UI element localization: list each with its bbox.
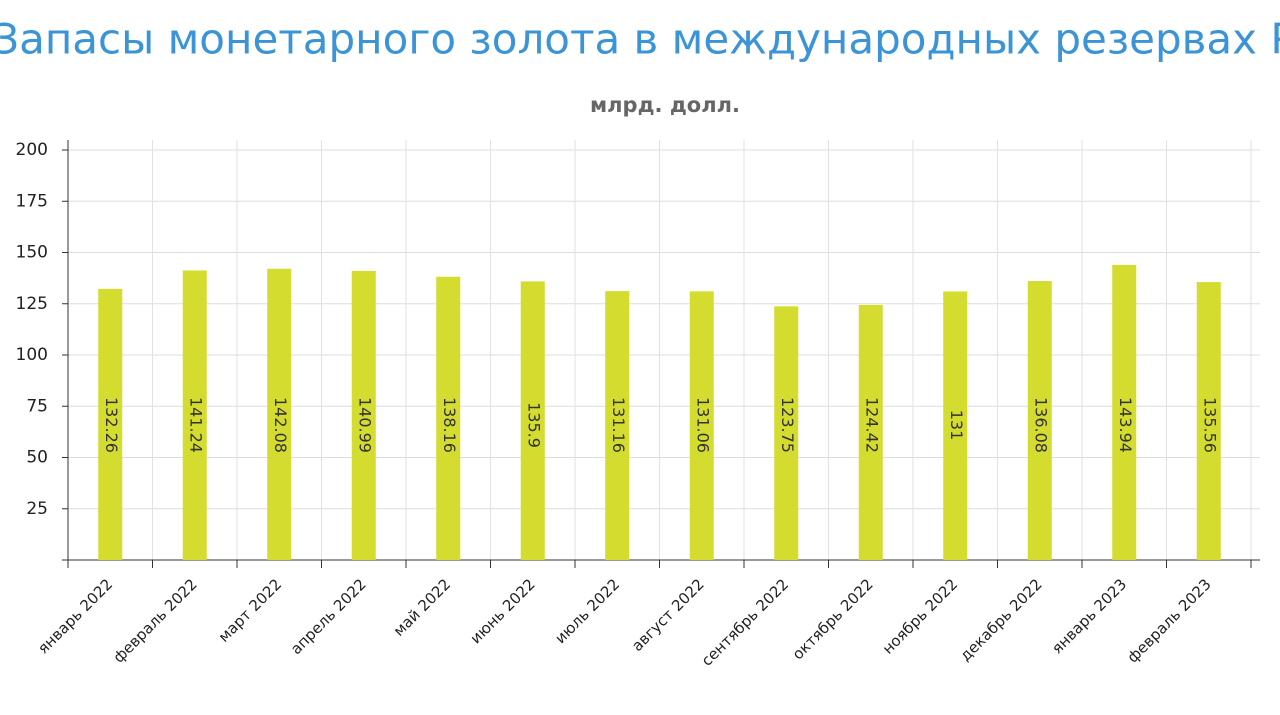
bar <box>774 306 799 560</box>
x-tick-label: декабрь 2022 <box>956 575 1045 664</box>
bar <box>689 291 714 560</box>
value-label: 143.94 <box>1116 397 1135 453</box>
value-label: 132.26 <box>102 397 121 453</box>
bar <box>520 281 545 560</box>
x-tick-label: январь 2022 <box>34 575 116 657</box>
bar <box>943 291 968 560</box>
x-tick-label: март 2022 <box>215 575 286 646</box>
x-tick-label: февраль 2022 <box>110 575 201 666</box>
y-tick-label: 75 <box>26 396 48 416</box>
y-tick-label: 25 <box>26 499 48 519</box>
bar <box>267 268 292 560</box>
y-tick-label: 50 <box>26 448 48 468</box>
value-label: 135.9 <box>524 402 543 448</box>
value-label: 136.08 <box>1031 397 1050 453</box>
bar <box>98 288 123 560</box>
y-tick-label: 125 <box>16 294 48 314</box>
value-label: 131 <box>947 410 966 441</box>
value-label: 131.06 <box>693 397 712 453</box>
y-tick-label: 200 <box>16 140 48 160</box>
x-tick-label: май 2022 <box>390 575 454 639</box>
value-label: 123.75 <box>778 397 797 453</box>
value-label: 138.16 <box>440 397 459 453</box>
bar <box>1112 264 1137 560</box>
chart-subtitle: млрд. долл. <box>590 93 740 117</box>
x-tick-label: июль 2022 <box>551 575 623 647</box>
value-label: 124.42 <box>862 397 881 453</box>
bar <box>605 291 630 560</box>
y-tick-label: 100 <box>16 345 48 365</box>
bar <box>436 276 461 560</box>
chart-title: Запасы монетарного золота в международны… <box>0 15 1280 64</box>
x-tick-label: январь 2023 <box>1048 575 1130 657</box>
bar <box>858 304 883 560</box>
x-tick-label: сентябрь 2022 <box>698 575 792 669</box>
bar <box>351 270 376 560</box>
bar <box>1196 282 1221 560</box>
y-tick-label: 150 <box>16 243 48 263</box>
value-label: 131.16 <box>609 397 628 453</box>
value-label: 141.24 <box>186 397 205 453</box>
y-tick-label: 175 <box>16 191 48 211</box>
x-tick-label: февраль 2023 <box>1124 575 1215 666</box>
x-tick-label: апрель 2022 <box>287 575 370 658</box>
x-tick-label: ноябрь 2022 <box>879 575 961 657</box>
value-label: 135.56 <box>1200 397 1219 453</box>
bar <box>182 270 207 560</box>
x-tick-label: август 2022 <box>628 575 708 655</box>
value-label: 142.08 <box>271 397 290 453</box>
value-label: 140.99 <box>355 397 374 453</box>
x-tick-label: октябрь 2022 <box>789 575 877 663</box>
x-tick-label: июнь 2022 <box>467 575 539 647</box>
bar <box>1027 281 1052 560</box>
